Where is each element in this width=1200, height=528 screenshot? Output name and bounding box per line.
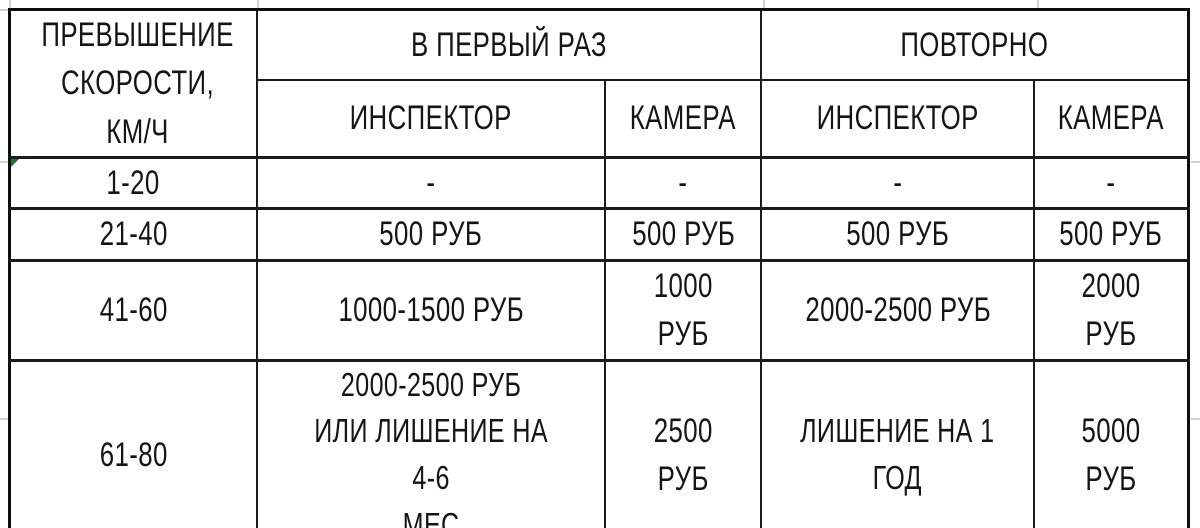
header-repeated-label: ПОВТОРНО: [900, 26, 1049, 65]
fine-value: -: [678, 163, 688, 202]
cell-repeat-inspector: ЛИШЕНИЕ НА 1 ГОД: [760, 358, 1036, 528]
cell-first-camera: 2500 РУБ: [604, 358, 763, 528]
header-repeat-inspector-label: ИНСПЕКТОР: [816, 99, 979, 138]
gridline-stub: [257, 0, 259, 8]
cell-corner-marker: [11, 158, 19, 167]
fine-value: 5000 РУБ: [1081, 412, 1141, 499]
cell-first-inspector: 1000-1500 РУБ: [255, 259, 607, 362]
cell-first-camera: -: [604, 155, 763, 211]
header-row-sub: ИНСПЕКТОР КАМЕРА ИНСПЕКТОР КАМЕРА: [10, 79, 1190, 159]
cell-first-inspector: 2000-2500 РУБ ИЛИ ЛИШЕНИЕ НА 4-6 МЕС: [255, 358, 607, 528]
header-repeat-camera: КАМЕРА: [1033, 79, 1190, 159]
fine-value: 500 РУБ: [379, 215, 483, 254]
header-row-groups: ПРЕВЫШЕНИЕ СКОРОСТИ, КМ/Ч В ПЕРВЫЙ РАЗ П…: [8, 8, 1190, 159]
table-row: 21-40 500 РУБ 500 РУБ 500 РУБ 500 РУБ: [8, 207, 1190, 263]
fine-value: -: [1106, 163, 1116, 202]
gridline-stub: [1191, 161, 1200, 163]
header-first-inspector-label: ИНСПЕКТОР: [349, 99, 512, 138]
table-row: 1-20 - - - -: [8, 155, 1190, 211]
header-first-camera: КАМЕРА: [604, 79, 763, 159]
header-speed-label: ПРЕВЫШЕНИЕ СКОРОСТИ, КМ/Ч: [41, 16, 234, 151]
speeding-fines-table: ПРЕВЫШЕНИЕ СКОРОСТИ, КМ/Ч В ПЕРВЫЙ РАЗ П…: [8, 8, 1190, 528]
fine-value: 1000 РУБ: [653, 267, 713, 354]
cell-first-camera: 500 РУБ: [604, 207, 763, 263]
header-repeated: ПОВТОРНО: [760, 8, 1190, 82]
header-repeat-inspector: ИНСПЕКТОР: [760, 79, 1036, 159]
gridline-stub: [1191, 418, 1200, 420]
cell-repeat-inspector: -: [760, 155, 1036, 211]
fine-value: 2000 РУБ: [1081, 267, 1141, 354]
header-first-time: В ПЕРВЫЙ РАЗ: [255, 8, 763, 82]
header-speed-column: ПРЕВЫШЕНИЕ СКОРОСТИ, КМ/Ч: [8, 8, 258, 159]
cell-repeat-camera: -: [1033, 155, 1190, 211]
range-label: 21-40: [99, 215, 168, 254]
cell-range: 1-20: [8, 155, 258, 211]
cell-first-inspector: -: [255, 155, 607, 211]
cell-repeat-camera: 5000 РУБ: [1033, 358, 1190, 528]
fine-value: ЛИШЕНИЕ НА 1 ГОД: [800, 412, 995, 497]
cell-repeat-inspector: 2000-2500 РУБ: [760, 259, 1036, 362]
gridline-stub: [0, 9, 8, 11]
table-row: 61-80 2000-2500 РУБ ИЛИ ЛИШЕНИЕ НА 4-6 М…: [8, 358, 1190, 528]
fine-value: 2500 РУБ: [653, 412, 713, 499]
cell-repeat-camera: 500 РУБ: [1033, 207, 1190, 263]
cell-first-camera: 1000 РУБ: [604, 259, 763, 362]
cell-range: 41-60: [8, 259, 258, 362]
range-label: 41-60: [99, 291, 168, 330]
gridline-stub: [9, 0, 11, 8]
range-label: 61-80: [99, 436, 168, 475]
fine-value: -: [426, 163, 436, 202]
gridline-stub: [0, 418, 8, 420]
table-row: 41-60 1000-1500 РУБ 1000 РУБ 2000-2500 Р…: [8, 259, 1190, 362]
cell-repeat-camera: 2000 РУБ: [1033, 259, 1190, 362]
header-first-inspector: ИНСПЕКТОР: [255, 79, 607, 159]
cell-first-inspector: 500 РУБ: [255, 207, 607, 263]
cell-range: 21-40: [8, 207, 258, 263]
range-label: 1-20: [106, 163, 161, 202]
gridline-stub: [1037, 0, 1039, 8]
header-first-time-label: В ПЕРВЫЙ РАЗ: [411, 26, 608, 65]
fine-value: 500 РУБ: [1059, 215, 1163, 254]
cell-repeat-inspector: 500 РУБ: [760, 207, 1036, 263]
fine-value: 2000-2500 РУБ: [804, 291, 991, 330]
fine-value: -: [893, 163, 903, 202]
gridline-stub: [0, 161, 8, 163]
header-first-camera-label: КАМЕРА: [630, 99, 737, 138]
fine-value: 2000-2500 РУБ ИЛИ ЛИШЕНИЕ НА 4-6 МЕС: [314, 365, 548, 528]
fine-value: 500 РУБ: [846, 215, 950, 254]
fine-value: 500 РУБ: [631, 215, 735, 254]
fine-value: 1000-1500 РУБ: [338, 291, 524, 330]
gridline-stub: [763, 0, 765, 8]
cell-range: 61-80: [8, 358, 258, 528]
header-repeat-camera-label: КАМЕРА: [1057, 99, 1165, 138]
